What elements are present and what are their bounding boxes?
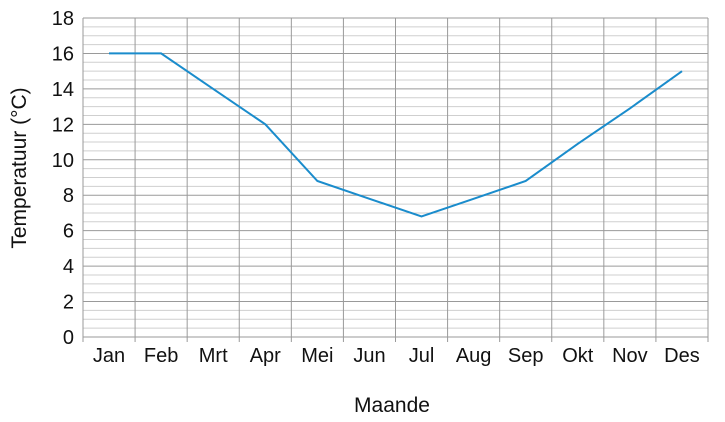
x-tick-label: Jan [93, 345, 125, 367]
y-tick-label: 12 [52, 114, 74, 136]
y-tick-labels: 0 2 4 6 8 10 12 14 16 18 [52, 8, 74, 349]
series-line [109, 52, 683, 218]
x-tick-label: Okt [562, 345, 594, 367]
y-axis-title: Temperatuur (°C) [8, 87, 31, 248]
x-axis-title: Maande [354, 394, 430, 417]
y-tick-label: 4 [63, 256, 74, 278]
x-tick-labels: Jan Feb Mrt Apr Mei Jun Jul Aug Sep Okt Nov Des [93, 345, 700, 367]
y-tick-label: 2 [63, 292, 74, 314]
x-tick-label: Jul [409, 345, 435, 367]
x-tick-label: Nov [612, 345, 648, 367]
y-tick-label: 10 [52, 150, 74, 172]
x-tick-label: Feb [144, 345, 178, 367]
y-tick-label: 18 [52, 8, 74, 30]
y-tick-label: 16 [52, 43, 74, 65]
grid [82, 17, 709, 342]
y-tick-label: 0 [63, 327, 74, 349]
x-tick-label: Mei [301, 345, 333, 367]
y-tick-label: 8 [63, 185, 74, 207]
x-tick-label: Mrt [199, 345, 228, 367]
x-tick-label: Des [664, 345, 700, 367]
x-tick-label: Jun [353, 345, 385, 367]
x-tick-label: Apr [250, 345, 281, 367]
y-tick-label: 14 [52, 79, 74, 101]
x-tick-label: Sep [508, 345, 544, 367]
y-tick-label: 6 [63, 221, 74, 243]
x-tick-label: Aug [456, 345, 492, 367]
